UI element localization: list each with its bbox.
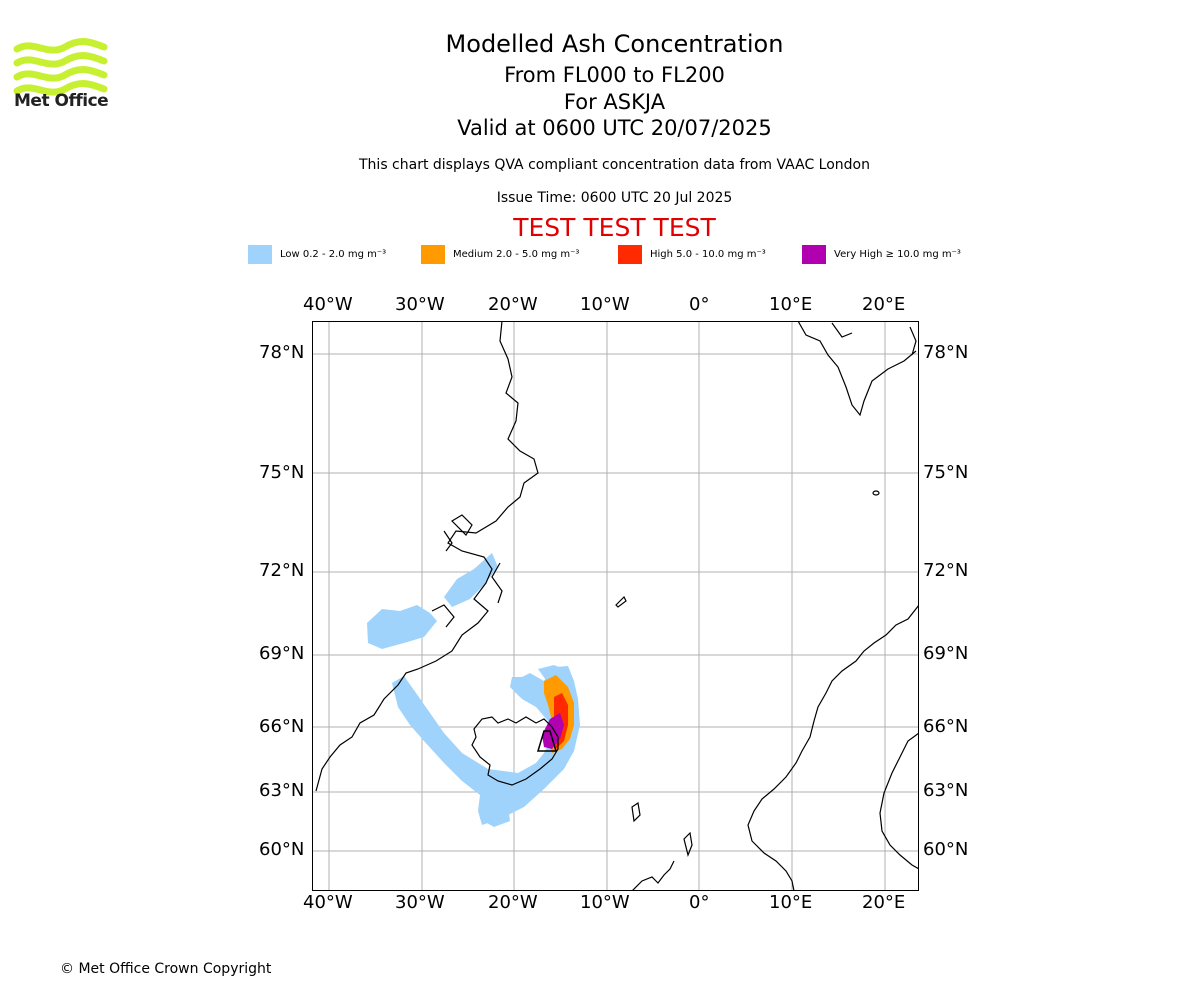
lat-tick-left-78n: 78°N bbox=[259, 342, 305, 363]
legend-item-high: High 5.0 - 10.0 mg m⁻³ bbox=[618, 244, 766, 264]
legend-label-low: Low 0.2 - 2.0 mg m⁻³ bbox=[280, 248, 387, 260]
lon-tick-bottom-20e: 20°E bbox=[862, 892, 906, 913]
legend-swatch-high bbox=[618, 244, 642, 264]
lon-tick-bottom-10w: 10°W bbox=[580, 892, 630, 913]
legend-swatch-medium bbox=[421, 244, 445, 264]
lon-tick-bottom-10e: 10°E bbox=[769, 892, 813, 913]
chart-title: Modelled Ash Concentration bbox=[445, 30, 784, 58]
lat-tick-right-69n: 69°N bbox=[923, 643, 969, 664]
chart-description: This chart displays QVA compliant concen… bbox=[359, 157, 870, 173]
lat-tick-right-63n: 63°N bbox=[923, 780, 969, 801]
lon-tick-bottom-0: 0° bbox=[689, 892, 710, 913]
lon-tick-bottom-40w: 40°W bbox=[303, 892, 353, 913]
lon-tick-bottom-30w: 30°W bbox=[395, 892, 445, 913]
issue-time: Issue Time: 0600 UTC 20 Jul 2025 bbox=[496, 190, 733, 206]
legend-item-medium: Medium 2.0 - 5.0 mg m⁻³ bbox=[421, 244, 579, 264]
lat-tick-left-75n: 75°N bbox=[259, 462, 305, 483]
lon-tick-top-40w: 40°W bbox=[303, 294, 353, 315]
lon-tick-top-20w: 20°W bbox=[488, 294, 538, 315]
coastlines bbox=[315, 321, 919, 891]
legend-swatch-low bbox=[248, 244, 272, 264]
lat-tick-left-72n: 72°N bbox=[259, 560, 305, 581]
lat-tick-right-60n: 60°N bbox=[923, 839, 969, 860]
valid-time: Valid at 0600 UTC 20/07/2025 bbox=[457, 116, 772, 140]
lon-tick-top-30w: 30°W bbox=[395, 294, 445, 315]
volcano-name: For ASKJA bbox=[563, 90, 666, 114]
lon-tick-top-20e: 20°E bbox=[862, 294, 906, 315]
lat-tick-left-60n: 60°N bbox=[259, 839, 305, 860]
lon-tick-top-10e: 10°E bbox=[769, 294, 813, 315]
legend-label-high: High 5.0 - 10.0 mg m⁻³ bbox=[650, 248, 766, 260]
lat-tick-left-66n: 66°N bbox=[259, 716, 305, 737]
lat-tick-right-66n: 66°N bbox=[923, 716, 969, 737]
met-office-logo-text: Met Office bbox=[14, 91, 109, 111]
volcano-marker bbox=[536, 730, 558, 752]
lat-tick-right-72n: 72°N bbox=[923, 560, 969, 581]
ash-low-region bbox=[367, 553, 580, 827]
lat-tick-right-78n: 78°N bbox=[923, 342, 969, 363]
lon-tick-top-10w: 10°W bbox=[580, 294, 630, 315]
legend-item-low: Low 0.2 - 2.0 mg m⁻³ bbox=[248, 244, 386, 264]
ash-concentration-map[interactable] bbox=[312, 321, 919, 891]
legend-label-medium: Medium 2.0 - 5.0 mg m⁻³ bbox=[453, 248, 580, 260]
map-gridlines bbox=[312, 321, 919, 891]
test-banner: TEST TEST TEST bbox=[513, 213, 716, 242]
legend-item-very-high: Very High ≥ 10.0 mg m⁻³ bbox=[802, 244, 961, 264]
flight-level-range: From FL000 to FL200 bbox=[504, 63, 725, 87]
copyright-notice: © Met Office Crown Copyright bbox=[60, 961, 272, 977]
legend-label-very-high: Very High ≥ 10.0 mg m⁻³ bbox=[834, 248, 961, 260]
lon-tick-top-0: 0° bbox=[689, 294, 710, 315]
legend-swatch-very-high bbox=[802, 244, 826, 264]
lon-tick-bottom-20w: 20°W bbox=[488, 892, 538, 913]
met-office-wave-icon bbox=[13, 38, 108, 96]
lat-tick-left-63n: 63°N bbox=[259, 780, 305, 801]
lat-tick-right-75n: 75°N bbox=[923, 462, 969, 483]
lat-tick-left-69n: 69°N bbox=[259, 643, 305, 664]
